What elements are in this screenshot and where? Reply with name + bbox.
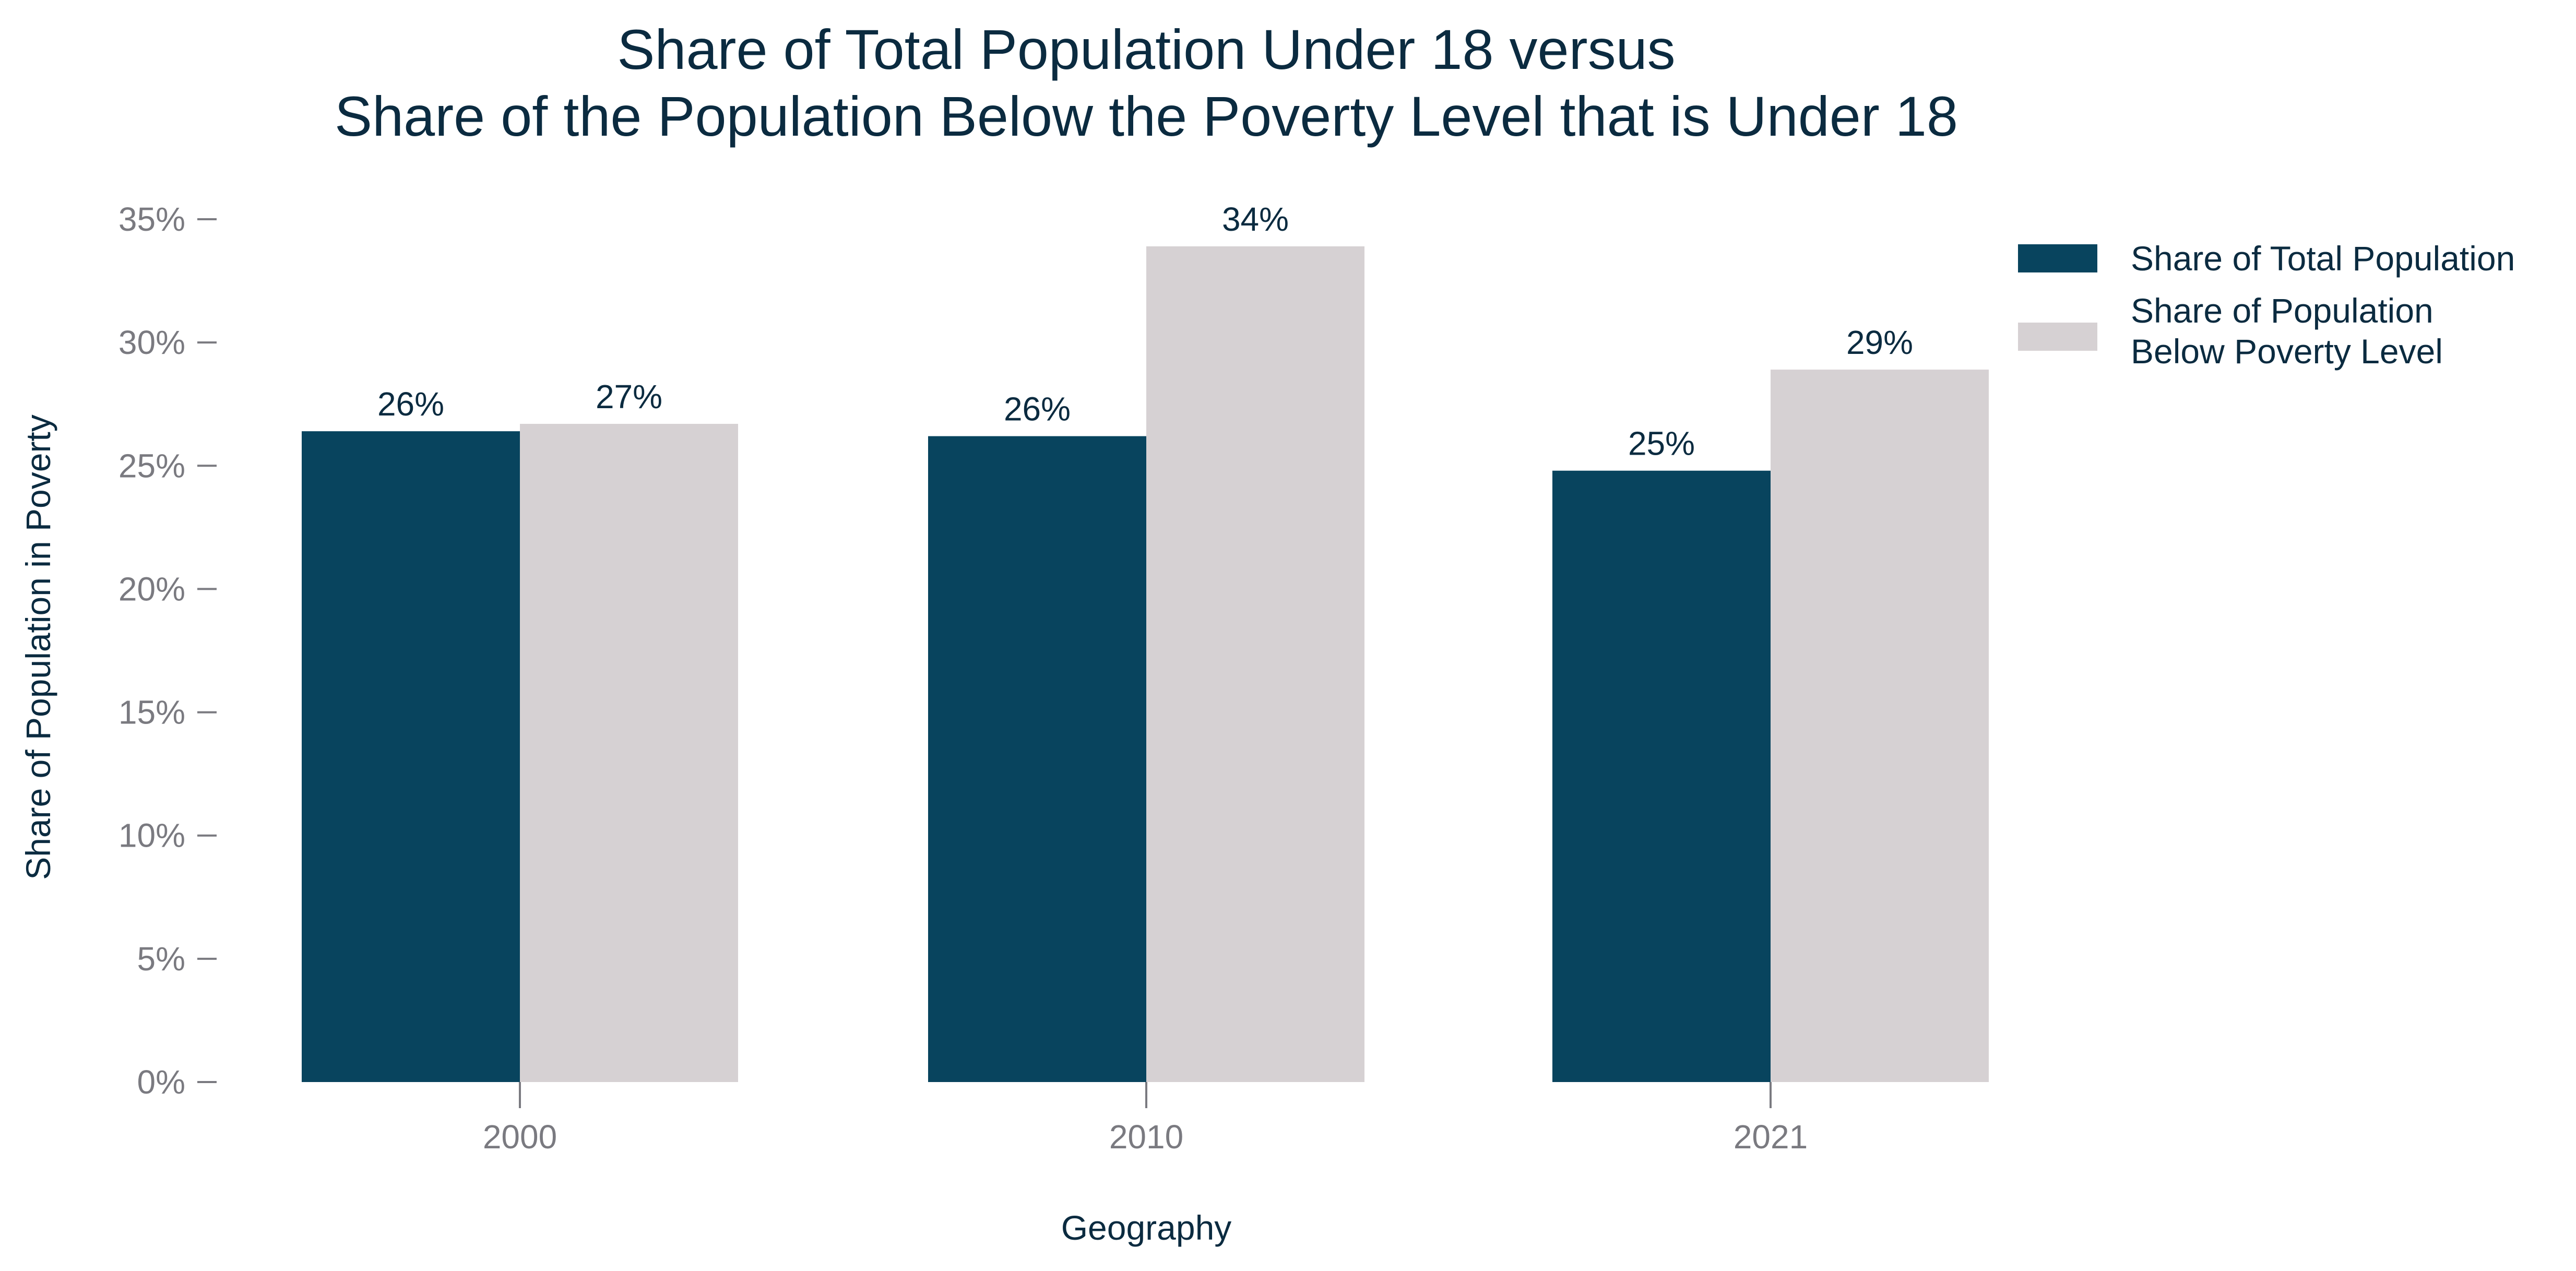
data-labels: 26% 26% 25% 27% 34% 29%	[377, 200, 1913, 462]
x-tick-label: 2021	[1734, 1118, 1808, 1156]
y-tick-label: 5%	[137, 940, 186, 978]
y-tick-label: 0%	[137, 1063, 186, 1101]
chart-title: Share of Total Population Under 18 versu…	[335, 18, 1958, 148]
bar	[1771, 370, 1989, 1083]
x-tick-label: 2000	[483, 1118, 557, 1156]
bar-value-label: 29%	[1846, 324, 1913, 361]
y-tick-label: 10%	[118, 817, 185, 854]
y-tick-label: 30%	[118, 324, 185, 361]
legend-swatch	[2018, 323, 2097, 351]
legend-swatch	[2018, 244, 2097, 272]
y-tick-label: 20%	[118, 570, 185, 608]
bar-value-label: 25%	[1628, 425, 1695, 462]
legend-label: Share of Total Population	[2131, 239, 2515, 278]
x-axis: 2000 2010 2021	[483, 1082, 1808, 1156]
y-axis-label: Share of Population in Poverty	[19, 414, 57, 880]
bar	[928, 436, 1146, 1082]
legend-label: Share of Population Below Poverty Level	[2131, 291, 2443, 371]
bar	[302, 431, 520, 1082]
chart-title-line: Share of the Population Below the Povert…	[335, 85, 1958, 148]
bar-value-label: 34%	[1222, 200, 1289, 238]
y-tick-label: 15%	[118, 694, 185, 731]
y-axis: 0% 5% 10% 15% 20% 25% 30% 35%	[118, 200, 217, 1101]
y-tick-label: 25%	[118, 447, 185, 484]
bars	[302, 246, 1989, 1083]
bar	[1146, 246, 1364, 1082]
bar-value-label: 27%	[596, 378, 662, 415]
chart-title-line: Share of Total Population Under 18 versu…	[617, 18, 1675, 81]
legend: Share of Total Population Share of Popula…	[2018, 239, 2515, 371]
bar-value-label: 26%	[377, 385, 444, 423]
bar	[520, 423, 738, 1083]
bar	[1552, 470, 1771, 1082]
bar-value-label: 26%	[1004, 390, 1071, 428]
x-tick-label: 2010	[1109, 1118, 1183, 1156]
x-axis-label: Geography	[1061, 1208, 1232, 1247]
y-tick-label: 35%	[118, 200, 185, 238]
